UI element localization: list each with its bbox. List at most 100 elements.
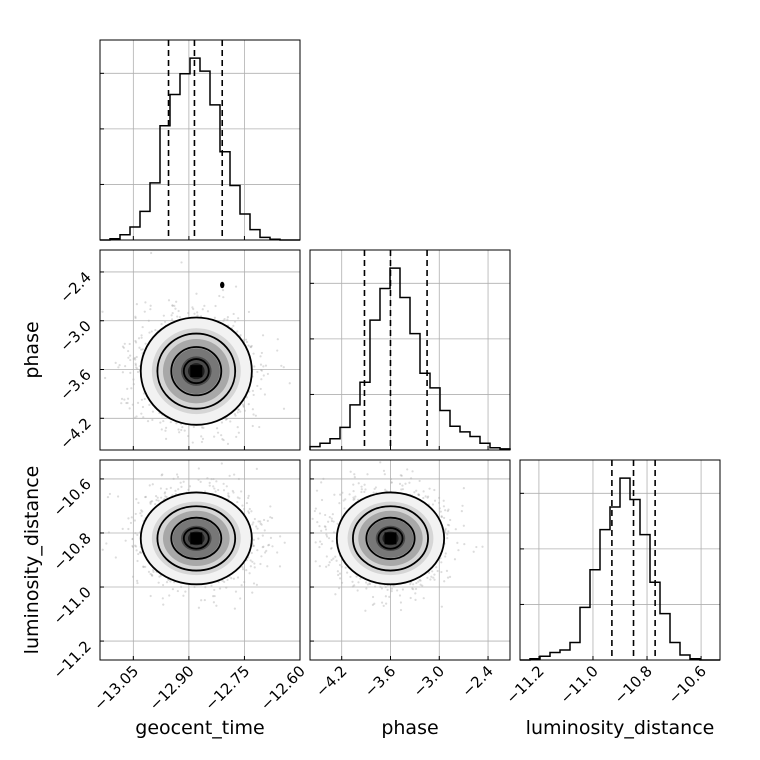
sample-point xyxy=(337,587,341,590)
x-tick-label-phase: −4.2 xyxy=(312,662,350,700)
sample-point xyxy=(142,565,145,569)
sample-point xyxy=(357,482,360,485)
sample-point xyxy=(327,520,330,523)
sample-point xyxy=(252,582,256,585)
sample-point xyxy=(368,582,372,586)
sample-point xyxy=(191,441,194,444)
sample-point xyxy=(212,601,215,604)
sample-point xyxy=(320,543,323,546)
sample-point xyxy=(149,308,152,311)
sample-point xyxy=(237,431,240,434)
sample-point xyxy=(247,344,250,347)
sample-point xyxy=(353,584,356,587)
sample-point xyxy=(129,358,132,362)
sample-point xyxy=(184,590,187,593)
sample-point xyxy=(148,331,151,334)
sample-point xyxy=(223,580,226,584)
sample-point xyxy=(253,517,256,521)
sample-point xyxy=(237,408,240,411)
sample-point xyxy=(149,501,152,504)
sample-point xyxy=(128,407,131,410)
sample-point xyxy=(411,470,414,473)
sample-point xyxy=(141,325,144,329)
sample-point xyxy=(252,544,255,548)
sample-point xyxy=(386,588,389,591)
sample-point xyxy=(414,587,418,591)
sample-point xyxy=(252,544,256,547)
sample-point xyxy=(440,605,443,608)
sample-point xyxy=(331,540,334,543)
sample-point xyxy=(126,397,130,400)
sample-point xyxy=(360,485,363,488)
sample-point xyxy=(221,438,224,441)
sample-point xyxy=(126,401,129,405)
sample-point xyxy=(147,570,151,573)
sample-point xyxy=(252,393,255,397)
sample-point xyxy=(240,490,243,493)
sample-point xyxy=(418,494,421,497)
sample-point xyxy=(342,499,345,502)
sample-point xyxy=(252,538,256,541)
y-tick-label-phase: −3.6 xyxy=(56,366,94,404)
sample-point xyxy=(325,535,329,538)
sample-point xyxy=(446,533,449,536)
sample-point xyxy=(165,426,168,429)
sample-point xyxy=(396,589,399,592)
sample-point xyxy=(178,315,182,319)
sample-point xyxy=(356,589,359,592)
sample-point xyxy=(208,484,211,487)
sample-point xyxy=(149,502,152,505)
sample-point xyxy=(249,345,252,348)
sample-point xyxy=(418,479,421,483)
sample-point xyxy=(248,572,251,575)
sample-point xyxy=(457,549,460,552)
sample-point xyxy=(228,474,231,477)
sample-point xyxy=(177,428,180,431)
sample-point xyxy=(163,320,167,323)
sample-point xyxy=(229,420,232,423)
sample-point xyxy=(133,356,136,360)
sample-point xyxy=(259,355,262,358)
sample-point xyxy=(336,570,339,573)
density-island xyxy=(220,281,225,289)
sample-point xyxy=(135,366,138,369)
sample-point xyxy=(261,546,264,549)
sample-point xyxy=(427,495,430,498)
sample-point xyxy=(426,496,429,499)
x-tick-label-luminosity_distance: −10.8 xyxy=(611,662,656,707)
histogram-luminosity_distance xyxy=(520,477,720,661)
sample-point xyxy=(201,437,205,441)
sample-point xyxy=(439,510,442,513)
sample-point xyxy=(236,426,239,429)
sample-point xyxy=(236,330,239,333)
sample-point xyxy=(268,543,271,546)
sample-point xyxy=(221,289,225,292)
sample-point xyxy=(151,483,154,486)
sample-point xyxy=(372,491,375,494)
x-tick-label-luminosity_distance: −10.6 xyxy=(665,662,710,707)
sample-point xyxy=(160,323,163,326)
sample-point xyxy=(440,570,443,574)
sample-point xyxy=(255,525,258,528)
sample-point xyxy=(124,539,127,542)
sample-point xyxy=(138,346,141,349)
sample-point xyxy=(409,583,412,586)
x-tick-label-phase: −3.6 xyxy=(361,662,399,700)
sample-point xyxy=(251,591,254,594)
sample-point xyxy=(352,496,355,499)
sample-point xyxy=(364,488,367,491)
sample-point xyxy=(408,481,411,484)
sample-point xyxy=(366,583,369,586)
sample-point xyxy=(320,481,323,484)
sample-point xyxy=(353,476,356,479)
contour-line xyxy=(156,505,237,572)
sample-point xyxy=(447,508,450,511)
sample-point xyxy=(325,555,328,558)
sample-point xyxy=(328,515,331,519)
sample-point xyxy=(120,397,124,400)
sample-point xyxy=(245,569,248,572)
sample-point xyxy=(142,565,145,568)
sample-point xyxy=(129,521,133,525)
sample-point xyxy=(359,577,362,580)
